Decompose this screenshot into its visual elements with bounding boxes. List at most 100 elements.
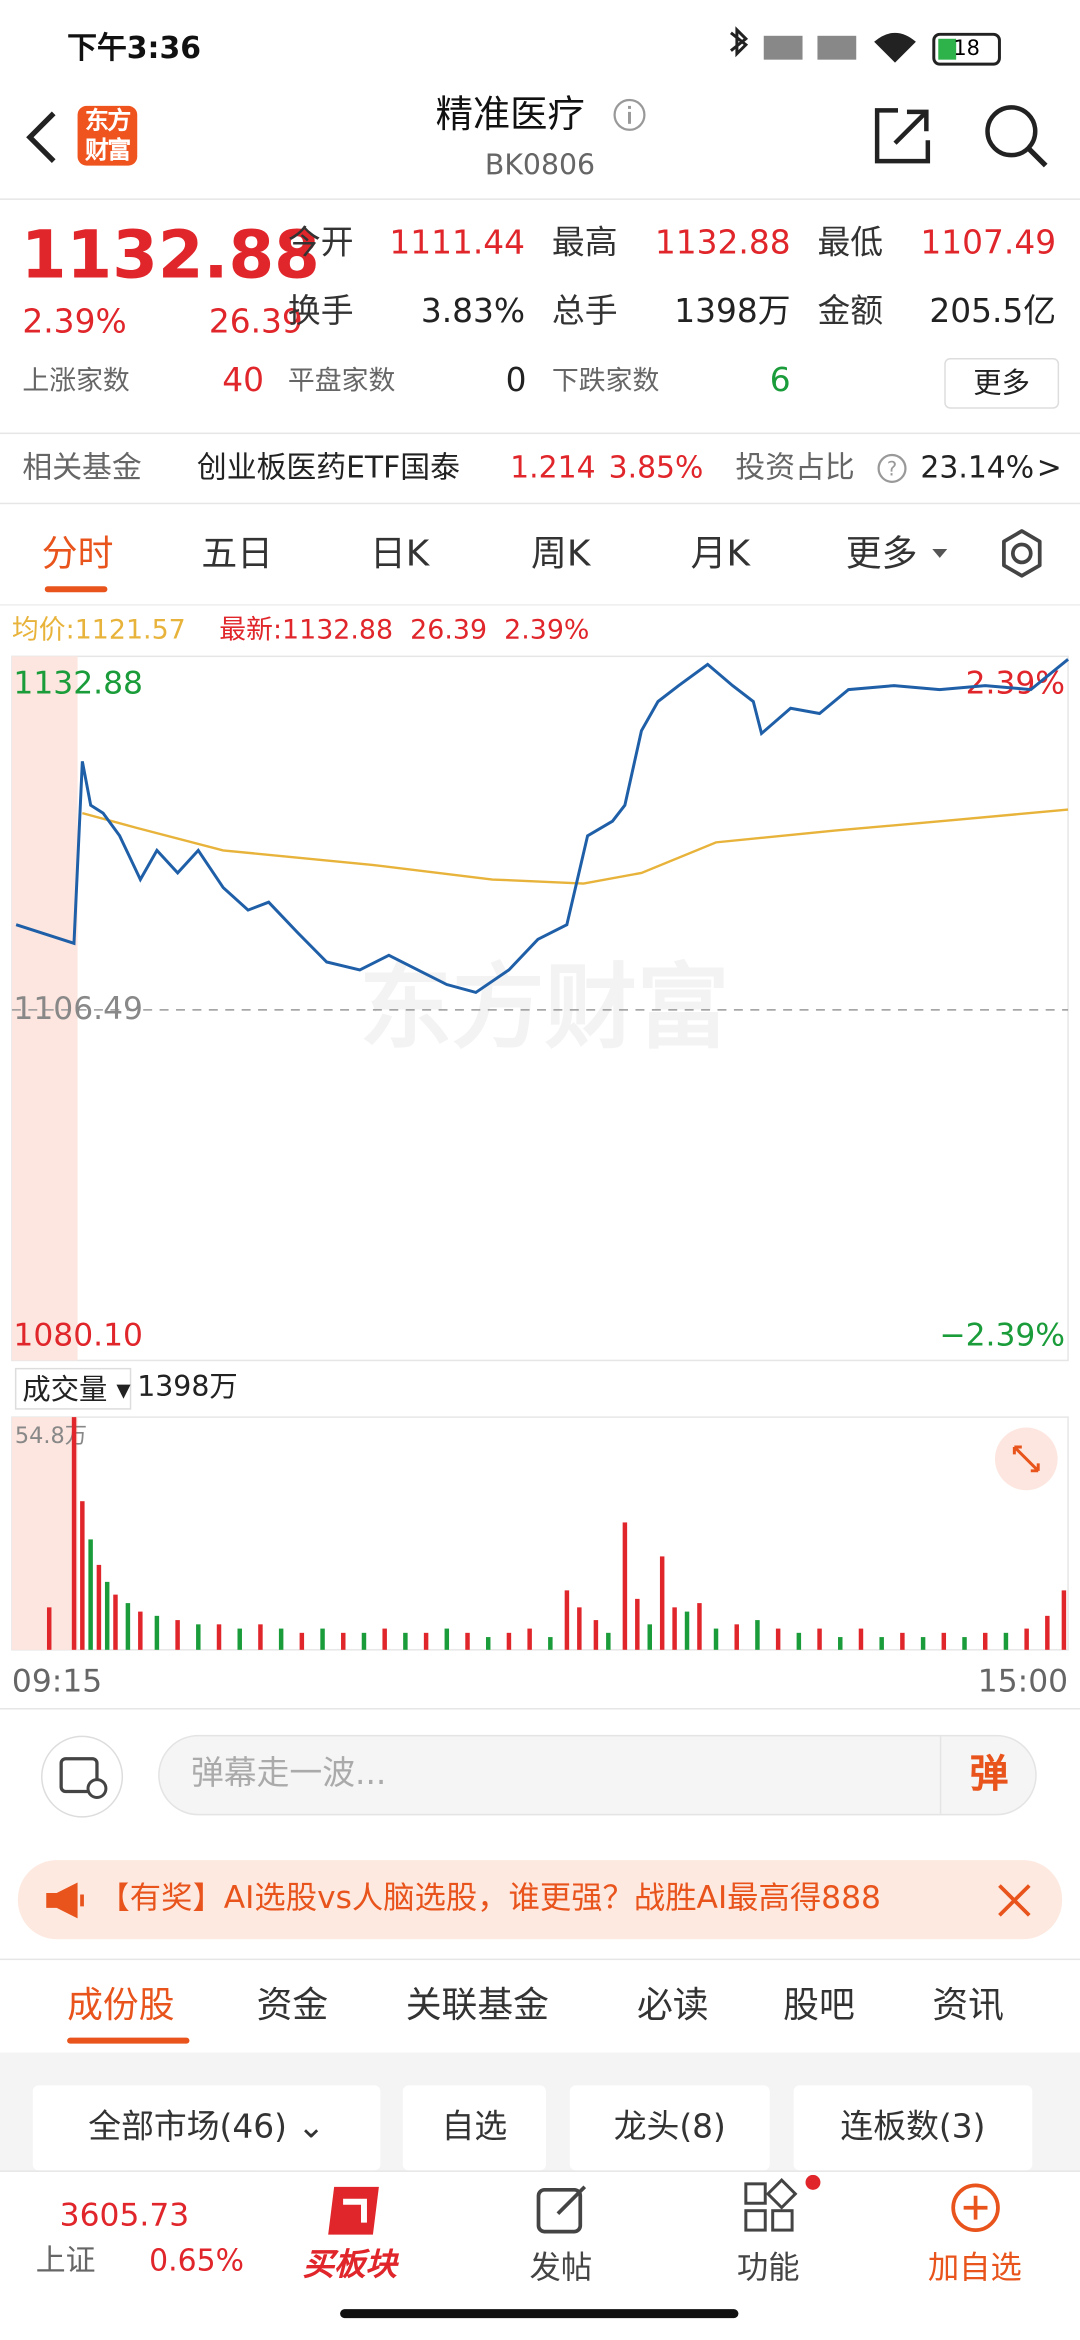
pct-label: −2.39% — [939, 1318, 1065, 1354]
volume-bar — [71, 1417, 77, 1650]
volume-bar — [80, 1501, 85, 1650]
legend-label: 最新: — [219, 614, 283, 646]
banner-close[interactable] — [995, 1881, 1034, 1920]
legend-latest: 最新:1132.88 26.39 2.39% — [219, 614, 589, 646]
price-line — [82, 808, 1069, 885]
share-button[interactable] — [871, 104, 934, 167]
divider — [0, 198, 1080, 200]
comment-input[interactable] — [158, 1734, 1037, 1816]
volume-bar — [361, 1632, 367, 1650]
volume-bar — [548, 1637, 553, 1650]
y-tick-label: 1132.88 — [13, 666, 143, 702]
list-tab[interactable]: 股吧 — [783, 1983, 855, 2026]
nav-item[interactable]: 发帖 — [529, 2249, 593, 2286]
volume-bar — [900, 1632, 905, 1650]
field-label: 今开 — [287, 225, 354, 263]
chart-tab[interactable]: 更多 — [845, 532, 918, 575]
filter-chip[interactable]: 连板数(3) — [793, 2085, 1033, 2171]
volume-total: 1398万 — [137, 1370, 238, 1404]
divider — [0, 432, 1080, 435]
volume-bar — [941, 1632, 947, 1650]
page-title: 精准医疗 — [435, 92, 585, 136]
premarket-band — [11, 1417, 78, 1650]
field-value: 1111.44 — [389, 225, 526, 263]
volume-bar — [659, 1556, 665, 1650]
volume-bar — [962, 1637, 967, 1650]
volume-bar — [382, 1628, 387, 1650]
list-tab[interactable]: 关联基金 — [405, 1983, 549, 2026]
field-label: 最高 — [551, 225, 618, 263]
volume-bar — [647, 1624, 652, 1650]
list-tab[interactable]: 资讯 — [932, 1983, 1004, 2026]
volume-bar — [817, 1628, 822, 1650]
nav-item[interactable]: 买板块 — [302, 2246, 397, 2283]
settings-icon[interactable] — [996, 528, 1047, 579]
volume-bar — [444, 1628, 450, 1650]
volume-bar — [96, 1564, 102, 1650]
volume-bar — [485, 1637, 491, 1650]
more-button[interactable]: 更多 — [944, 358, 1060, 409]
premarket-band — [11, 656, 78, 1361]
breadth-label: 平盘家数 — [287, 365, 396, 397]
volume-bar — [113, 1594, 118, 1650]
volume-bar — [775, 1628, 781, 1650]
volume-label: 成交量 — [22, 1373, 108, 1407]
fund-pct: 3.85% — [608, 449, 704, 485]
volume-bar — [299, 1632, 305, 1650]
volume-bar — [423, 1632, 429, 1650]
x-tick-label: 15:00 — [978, 1664, 1068, 1700]
y-tick-label: 1080.10 — [13, 1318, 143, 1354]
chart-tab[interactable]: 月K — [690, 532, 750, 575]
ratio-label: 投资占比 — [735, 449, 855, 485]
volume-bar — [684, 1611, 690, 1650]
chart-tab[interactable]: 日K — [369, 532, 430, 575]
volume-bar — [672, 1607, 677, 1650]
breadth-value: 0 — [505, 362, 527, 400]
banner[interactable] — [17, 1860, 1063, 1940]
expand-button[interactable] — [994, 1427, 1058, 1491]
chart-tab[interactable]: 五日 — [201, 532, 273, 575]
breadth-label: 下跌家数 — [551, 365, 660, 397]
field-value: 1107.49 — [920, 225, 1057, 263]
list-tab[interactable]: 必读 — [636, 1983, 709, 2026]
filter-label: 全部市场(46) — [88, 2109, 287, 2147]
volume-bar — [1045, 1615, 1050, 1650]
volume-bar — [125, 1603, 131, 1650]
field-label: 换手 — [287, 293, 354, 332]
volume-selector[interactable]: 成交量 ▾ — [14, 1367, 132, 1410]
post-icon — [536, 2185, 587, 2234]
volume-bar — [858, 1628, 864, 1650]
dropdown-icon — [932, 548, 948, 558]
filter-chip[interactable]: 自选 — [402, 2085, 546, 2171]
list-tab[interactable]: 成份股 — [67, 1983, 175, 2026]
home-indicator — [340, 2309, 739, 2319]
volume-frame — [11, 1416, 1069, 1651]
search-button[interactable] — [982, 101, 1051, 170]
danmu-button[interactable]: 弹 — [939, 1736, 1037, 1814]
list-tab[interactable]: 资金 — [256, 1983, 329, 2026]
price: 1132.88 — [20, 217, 320, 294]
chart-tab[interactable]: 分时 — [41, 532, 114, 575]
fund-name[interactable]: 创业板医药ETF国泰 — [196, 449, 460, 485]
comment-toggle[interactable] — [40, 1735, 124, 1819]
buy-sector-icon — [328, 2186, 379, 2235]
fund-label: 相关基金 — [22, 449, 142, 485]
filter-chip[interactable]: 龙头(8) — [569, 2085, 770, 2171]
field-value: 205.5亿 — [929, 293, 1057, 332]
nav-item[interactable]: 加自选 — [927, 2249, 1022, 2286]
volume-bar — [154, 1615, 160, 1650]
chart-tab[interactable]: 周K — [531, 532, 591, 575]
back-button[interactable] — [21, 107, 66, 167]
help-icon[interactable]: ? — [876, 452, 909, 485]
legend-label: 均价: — [11, 614, 75, 646]
breadth-label: 上涨家数 — [22, 365, 130, 397]
nav-item[interactable]: 功能 — [736, 2249, 800, 2286]
volume-bar — [320, 1628, 325, 1650]
ratio-arrow[interactable]: > — [1036, 449, 1062, 485]
filter-chip[interactable]: 全部市场(46) ⌄ — [32, 2085, 381, 2171]
volume-bar — [622, 1522, 628, 1650]
divider — [0, 502, 1080, 505]
megaphone-icon — [46, 1882, 84, 1919]
info-icon[interactable] — [612, 97, 648, 133]
ratio-value: 23.14% — [920, 449, 1035, 485]
